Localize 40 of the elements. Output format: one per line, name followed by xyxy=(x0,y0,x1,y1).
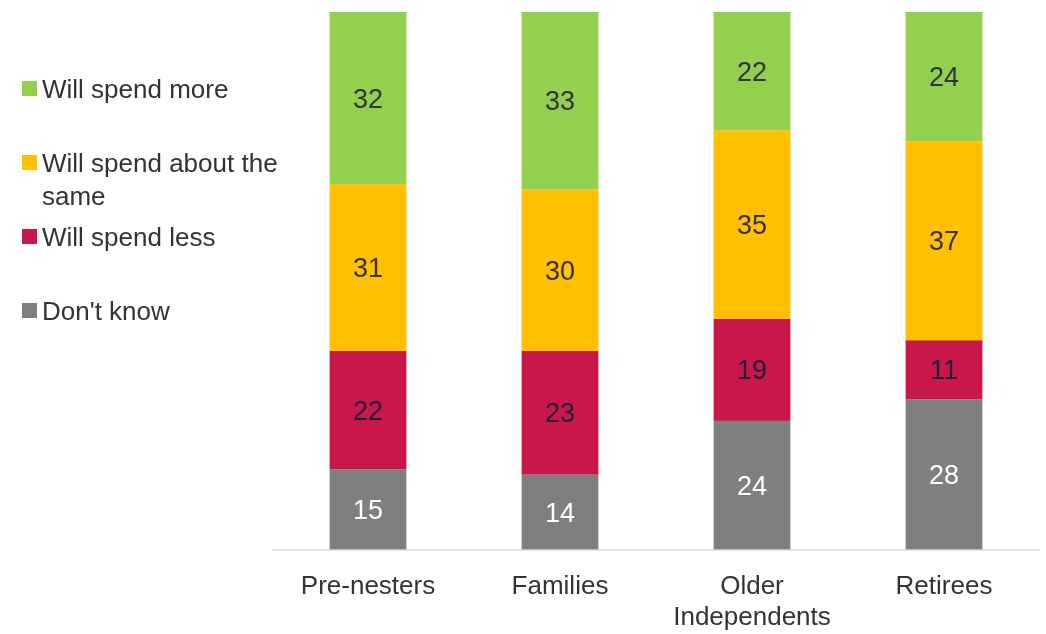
data-label: 28 xyxy=(928,460,960,491)
data-label: 22 xyxy=(352,395,384,426)
data-label: 22 xyxy=(736,56,768,87)
bar xyxy=(329,350,407,470)
data-label: 31 xyxy=(352,253,384,283)
data-label: 15 xyxy=(352,495,384,526)
legend-label: Don't know xyxy=(42,296,171,327)
bar xyxy=(329,184,407,351)
bar xyxy=(521,12,599,190)
data-label: 14 xyxy=(544,497,576,528)
data-label: 19 xyxy=(736,355,768,386)
bar xyxy=(521,350,599,475)
bar xyxy=(521,474,599,550)
bar xyxy=(713,420,791,550)
data-label: 32 xyxy=(352,83,384,114)
x-tick-label: Pre-nesters xyxy=(300,570,436,601)
data-label: 33 xyxy=(544,86,576,117)
data-label: 24 xyxy=(736,470,768,501)
bar xyxy=(713,318,791,421)
legend-label: Will spend about the same xyxy=(42,148,278,211)
x-tick-label: Older Independents xyxy=(673,570,831,632)
legend-label: Will spend less xyxy=(42,222,216,253)
data-label: 37 xyxy=(928,226,960,257)
bar xyxy=(905,340,983,400)
bar xyxy=(713,12,791,131)
legend-label: Will spend more xyxy=(42,74,229,105)
data-label: 11 xyxy=(929,355,959,386)
x-tick-label: Retirees xyxy=(895,570,993,601)
bar xyxy=(905,399,983,550)
data-label: 24 xyxy=(928,62,960,93)
bar xyxy=(329,469,407,550)
x-tick-label: Families xyxy=(511,570,609,601)
bar xyxy=(905,141,983,341)
bar xyxy=(905,12,983,142)
data-label: 35 xyxy=(736,209,768,240)
bar xyxy=(713,130,791,319)
bar xyxy=(521,189,599,351)
bar xyxy=(329,12,407,185)
data-label: 30 xyxy=(544,255,576,286)
data-label: 23 xyxy=(544,398,576,429)
